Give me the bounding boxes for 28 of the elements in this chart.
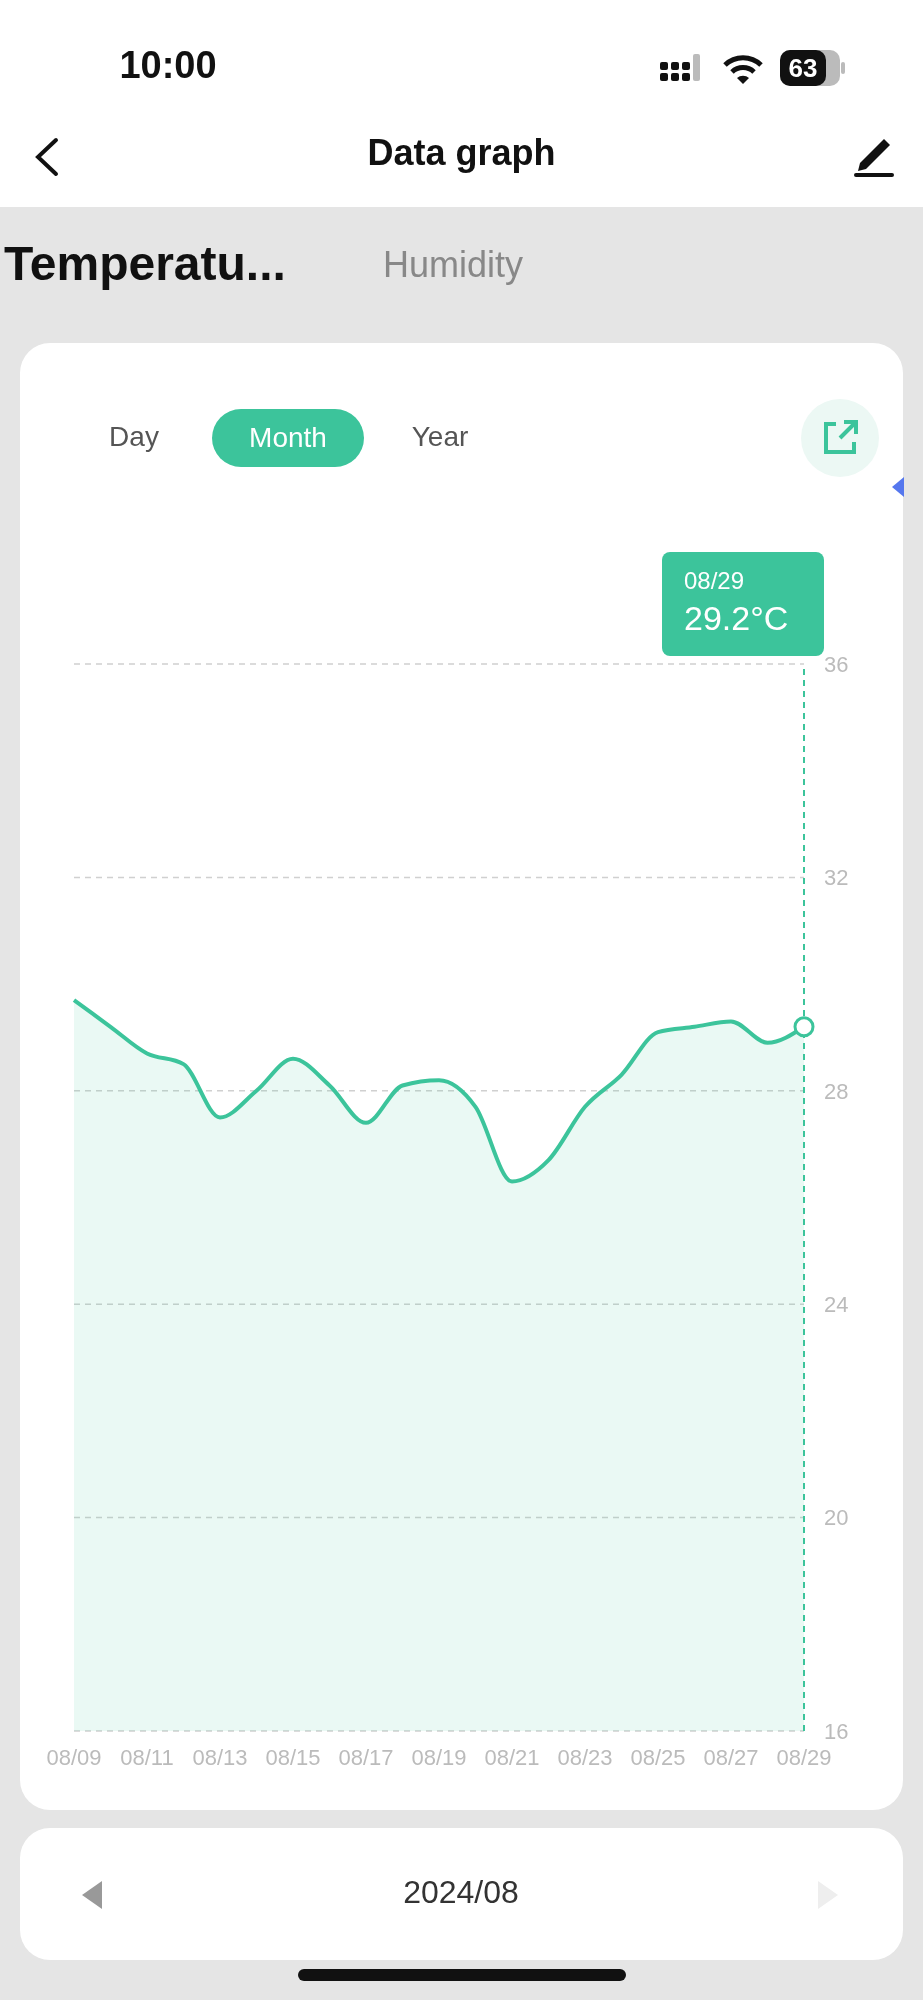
x-tick-label: 08/25 [630, 1744, 686, 1770]
x-tick-label: 08/09 [46, 1744, 102, 1770]
text: Temperatu... [4, 236, 286, 291]
y-tick-label: 32 [824, 865, 849, 891]
y-tick-label: 36 [824, 651, 849, 677]
y-tick-label: 20 [824, 1505, 849, 1531]
chart-title: Data graph [366, 132, 557, 174]
x-tick-label: 08/15 [265, 1744, 321, 1770]
x-tick-label: 08/21 [484, 1744, 540, 1770]
x-tick-label: 08/13 [192, 1744, 248, 1770]
text: Day [108, 421, 160, 453]
x-tick-label: 08/23 [557, 1744, 613, 1770]
text: 2024/08 [402, 1874, 520, 1911]
x-tick-label: 08/27 [703, 1744, 759, 1770]
text: 08/29 [684, 566, 746, 596]
y-tick-label: 24 [824, 1292, 849, 1318]
text: 10:00 [118, 44, 218, 87]
text: 63 [780, 53, 826, 84]
y-tick-label: 16 [824, 1718, 849, 1744]
x-tick-label: 08/19 [411, 1744, 467, 1770]
text: Year [410, 421, 470, 453]
text: Month [212, 409, 364, 467]
text: Humidity [383, 244, 524, 286]
y-tick-label: 28 [824, 1078, 849, 1104]
text: 29.2°C [684, 598, 790, 639]
x-tick-label: 08/29 [776, 1744, 832, 1770]
x-tick-label: 08/11 [120, 1744, 174, 1770]
x-tick-label: 08/17 [338, 1744, 394, 1770]
